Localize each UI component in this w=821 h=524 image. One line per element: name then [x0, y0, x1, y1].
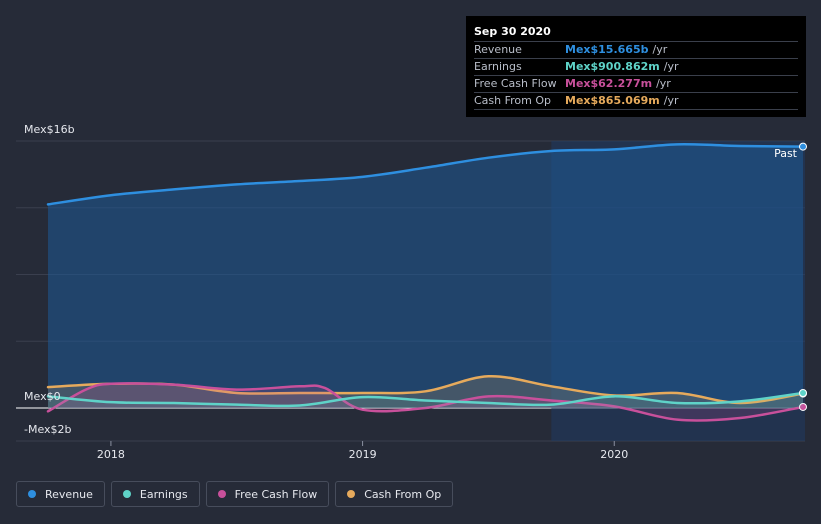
series-layer [46, 142, 807, 422]
tooltip: Sep 30 2020 Revenue Mex$15.665b /yr Earn… [466, 16, 806, 117]
tooltip-unit: /yr [663, 94, 679, 107]
tooltip-row-free-cash-flow: Free Cash Flow Mex$62.277m /yr [474, 75, 798, 92]
tooltip-label: Revenue [474, 43, 522, 56]
revenue-line [46, 142, 805, 206]
axis-text: Mex$16b Mex$0 -Mex$2b 2018 2019 2020 Past [24, 123, 798, 461]
legend-dot-icon [347, 490, 356, 498]
legend-dot-icon [217, 490, 226, 498]
tooltip-value: Mex$900.862m [565, 60, 660, 73]
free-cash-flow-area [48, 383, 803, 421]
y-axis-label: Mex$0 [24, 390, 61, 403]
chart-area: Mex$16b Mex$0 -Mex$2b 2018 2019 2020 Past [16, 123, 807, 461]
tooltip-row-cash-from-op: Cash From Op Mex$865.069m /yr [474, 92, 798, 110]
tooltip-label: Free Cash Flow [474, 77, 557, 90]
tooltip-row-earnings: Earnings Mex$900.862m /yr [474, 58, 798, 75]
past-label: Past [774, 147, 798, 160]
legend-item-free-cash-flow[interactable]: Free Cash Flow [205, 481, 330, 507]
legend: Revenue Earnings Free Cash Flow Cash Fro… [16, 481, 454, 507]
tooltip-unit: /yr [652, 43, 668, 56]
x-tick-label: 2020 [600, 448, 628, 461]
tooltip-label: Earnings [474, 60, 522, 73]
tooltip-label: Cash From Op [474, 94, 552, 107]
free-cash-flow-line [46, 382, 805, 422]
legend-item-cash-from-op[interactable]: Cash From Op [335, 481, 454, 507]
free-cash-flow-end-point [799, 402, 807, 411]
tooltip-date: Sep 30 2020 [474, 25, 551, 38]
legend-label: Revenue [45, 487, 93, 501]
x-tick-label: 2019 [349, 448, 377, 461]
y-axis-label: Mex$16b [24, 123, 75, 136]
revenue-end-point [799, 142, 807, 151]
y-axis-label: -Mex$2b [24, 423, 72, 436]
legend-item-earnings[interactable]: Earnings [110, 481, 200, 507]
tooltip-unit: /yr [663, 60, 679, 73]
tooltip-value: Mex$15.665b [565, 43, 649, 56]
x-tick-label: 2018 [97, 448, 125, 461]
tooltip-value: Mex$62.277m [565, 77, 653, 90]
legend-label: Free Cash Flow [234, 487, 318, 501]
legend-label: Cash From Op [364, 487, 442, 501]
revenue-area [48, 144, 803, 408]
legend-label: Earnings [139, 487, 188, 501]
legend-dot-icon [122, 490, 131, 498]
tooltip-unit: /yr [656, 77, 671, 90]
legend-item-revenue[interactable]: Revenue [16, 481, 105, 507]
earnings-line [46, 391, 805, 408]
tooltip-value: Mex$865.069m [565, 94, 660, 107]
earnings-end-point [799, 388, 807, 397]
legend-dot-icon [28, 490, 36, 498]
tooltip-row-revenue: Revenue Mex$15.665b /yr [474, 41, 798, 58]
